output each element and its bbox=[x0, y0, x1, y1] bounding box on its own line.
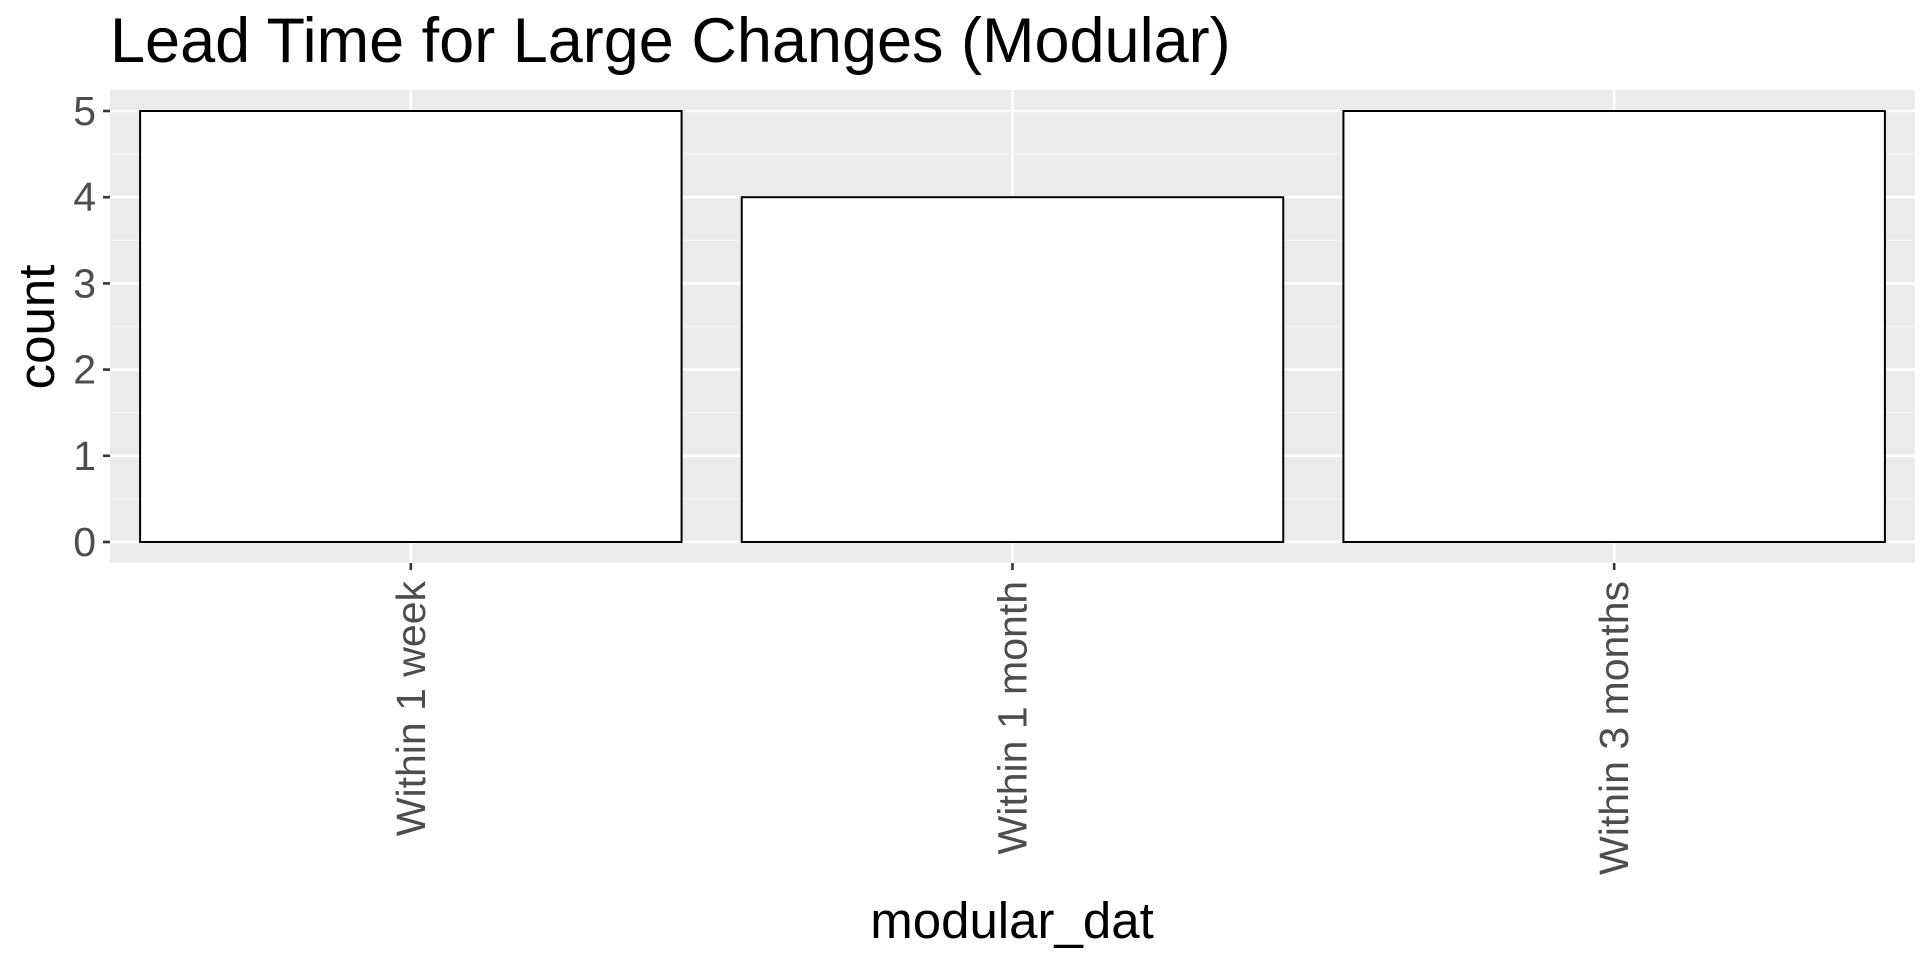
y-tick-label: 4 bbox=[73, 174, 96, 220]
x-tick-label: Within 1 month bbox=[990, 581, 1036, 854]
x-axis-title: modular_dat bbox=[870, 892, 1154, 949]
bar-within-1-week bbox=[139, 110, 683, 543]
bar-within-1-month bbox=[740, 196, 1285, 543]
y-tick-label: 5 bbox=[73, 88, 96, 134]
y-tick-label: 0 bbox=[73, 519, 96, 565]
y-axis-title: count bbox=[8, 265, 65, 390]
chart-title: Lead Time for Large Changes (Modular) bbox=[110, 6, 1231, 76]
y-axis: 0 1 2 3 4 5 bbox=[73, 88, 110, 565]
y-tick-label: 2 bbox=[73, 347, 96, 393]
x-tick-label: Within 3 months bbox=[1591, 581, 1637, 875]
y-tick-label: 3 bbox=[73, 260, 96, 306]
x-tick-label: Within 1 week bbox=[388, 581, 434, 837]
x-axis: Within 1 week Within 1 month Within 3 mont… bbox=[388, 563, 1637, 875]
bar-within-3-months bbox=[1342, 110, 1886, 543]
bars bbox=[139, 110, 1886, 543]
y-tick-label: 1 bbox=[73, 433, 96, 479]
